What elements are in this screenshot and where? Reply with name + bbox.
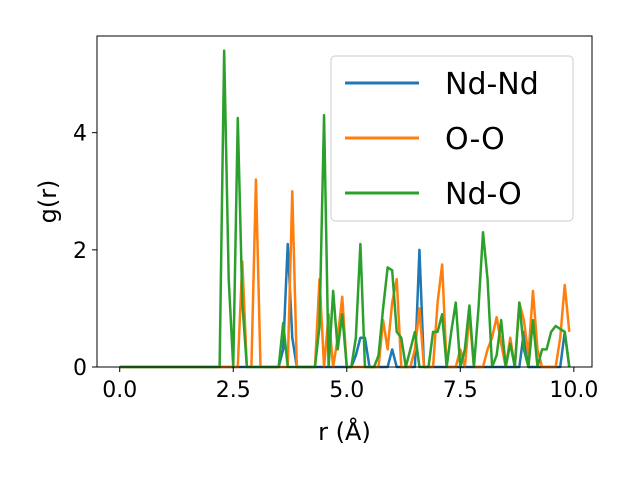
legend: Nd-Nd O-O Nd-O	[330, 55, 574, 222]
y-axis-ticks: 0 2 4	[73, 122, 97, 381]
legend-label-1: Nd-Nd	[445, 67, 539, 102]
x-tick-label: 10.0	[549, 378, 598, 403]
y-tick-label: 2	[73, 239, 87, 264]
x-tick-label: 0.0	[102, 378, 137, 403]
x-axis-label: r (Å)	[318, 417, 371, 446]
y-axis-label: g(r)	[34, 180, 62, 224]
legend-label-3: Nd-O	[445, 177, 522, 212]
x-tick-label: 2.5	[216, 378, 251, 403]
y-tick-label: 4	[73, 122, 87, 147]
x-axis-ticks: 0.0 2.5 5.0 7.5 10.0	[102, 367, 598, 403]
legend-box	[330, 55, 574, 222]
y-tick-label: 0	[73, 356, 87, 381]
legend-label-2: O-O	[445, 122, 505, 157]
x-tick-label: 5.0	[329, 378, 364, 403]
x-tick-label: 7.5	[443, 378, 478, 403]
plot-frame	[96, 35, 593, 368]
